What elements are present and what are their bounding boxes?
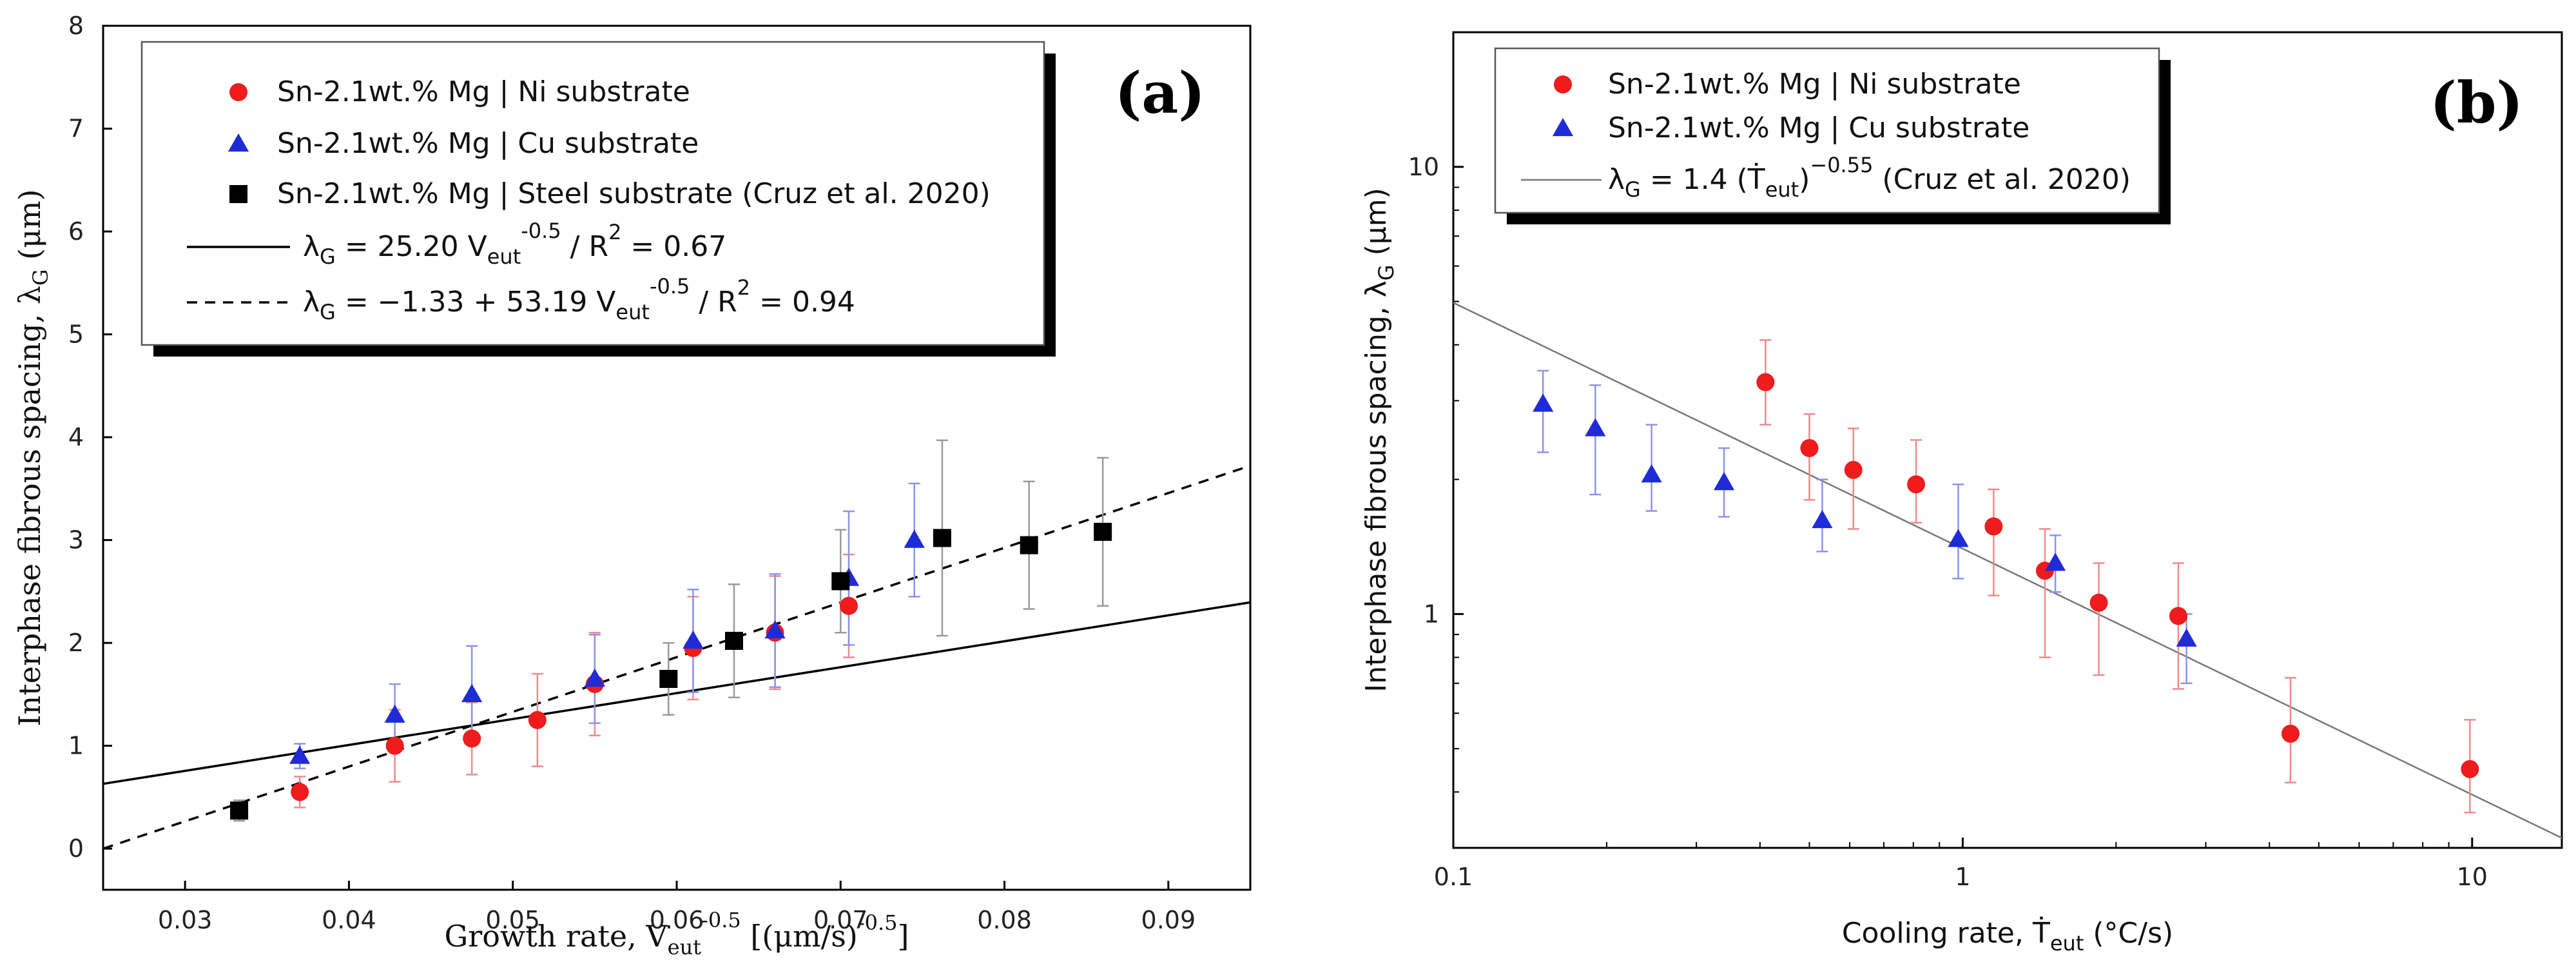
data-point-triangle <box>2045 553 2066 571</box>
panel-label: (b) <box>2430 69 2523 136</box>
legend-box <box>1494 47 2160 214</box>
legend-entry-label: λG = −1.33 + 53.19 Veut-0.5 / R2 = 0.94 <box>303 274 855 324</box>
legend-marker <box>228 133 249 152</box>
y-axis-title: Interphase fibrous spacing, λG (μm) <box>12 189 53 726</box>
legend-box <box>140 41 1045 346</box>
data-point-circle <box>1984 517 2003 536</box>
legend-entry-label: Sn-2.1wt.% Mg | Steel substrate (Cruz et… <box>277 177 991 210</box>
data-point-square <box>230 801 249 820</box>
x-tick-label: 0.08 <box>977 906 1032 934</box>
data-point-circle <box>1756 373 1775 391</box>
legend-marker <box>229 83 247 101</box>
data-point-square <box>1020 536 1038 554</box>
x-tick-label: 0.1 <box>1434 863 1473 891</box>
y-tick-label: 1 <box>68 732 84 760</box>
panel-label: (a) <box>1115 59 1205 126</box>
legend-marker <box>229 185 247 203</box>
x-tick-label: 0.05 <box>485 906 540 934</box>
x-tick-label: 0.06 <box>650 906 704 934</box>
data-point-square <box>725 631 743 650</box>
data-point-circle <box>385 736 404 755</box>
data-point-square <box>659 669 678 688</box>
error-bar <box>1988 488 2000 596</box>
x-tick-label: 0.09 <box>1141 906 1196 934</box>
y-tick-label: 5 <box>68 320 84 349</box>
data-point-circle <box>840 596 858 615</box>
data-point-circle <box>2089 593 2108 612</box>
error-bar <box>1589 384 1602 496</box>
legend-entry-label: Sn-2.1wt.% Mg | Cu substrate <box>1608 112 2029 144</box>
fit-line-solid <box>102 601 1251 785</box>
data-point-triangle <box>1585 418 1606 436</box>
data-point-circle <box>2281 724 2300 743</box>
data-point-triangle <box>2176 628 2197 647</box>
error-bar <box>2039 528 2051 658</box>
fit-line-dashed <box>102 464 1251 850</box>
y-tick-label: 6 <box>68 217 84 246</box>
y-tick-label: 7 <box>68 115 84 143</box>
data-point-triangle <box>384 704 405 723</box>
panel-a-chart: 0 1 2 3 4 5 6 7 8 0.03 0.04 0.05 0.06 0.07 0.08 0.09 Sn-… <box>12 12 1252 959</box>
data-point-triangle <box>683 630 704 649</box>
x-axis-title: Growth rate, Veut-0.5 [(μm/s)-0.5] <box>445 908 909 959</box>
legend-entry-label: Sn-2.1wt.% Mg | Ni substrate <box>1608 68 2021 101</box>
legend-marker <box>1552 117 1574 137</box>
data-point-square <box>1094 522 1112 541</box>
y-tick-label: 2 <box>68 629 84 657</box>
data-point-triangle <box>289 745 311 764</box>
data-point-circle <box>2461 760 2479 778</box>
data-point-triangle <box>1948 529 1969 547</box>
data-point-circle <box>2169 607 2187 625</box>
x-tick-label: 0.03 <box>158 906 213 934</box>
data-point-triangle <box>584 668 605 687</box>
data-point-triangle <box>461 683 483 702</box>
panel-b-chart: 0.1 1 10 1 10 Sn-2.1wt.% Mg | Ni substrate Sn-… <box>1360 31 2563 956</box>
y-tick-label: 1 <box>1424 600 1439 628</box>
error-bar <box>2093 562 2105 676</box>
data-point-circle <box>463 729 481 748</box>
x-tick-label: 10 <box>2457 863 2488 891</box>
legend-entry-label: Sn-2.1wt.% Mg | Ni substrate <box>277 75 690 108</box>
data-point-circle <box>291 783 309 801</box>
data-point-triangle <box>1533 393 1554 412</box>
y-tick-label: 8 <box>68 12 84 40</box>
x-tick-label: 1 <box>1955 863 1970 891</box>
data-point-square <box>933 529 951 547</box>
data-point-triangle <box>1713 472 1735 491</box>
data-point-circle <box>528 711 547 729</box>
legend-entry-label: λG = 1.4 (Ṫeut)−0.55 (Cruz et al. 2020) <box>1608 153 2131 202</box>
y-tick-label: 3 <box>68 526 84 554</box>
legend-entry-label: Sn-2.1wt.% Mg | Cu substrate <box>277 127 699 160</box>
error-bar <box>2172 562 2184 690</box>
data-point-circle <box>1800 438 1819 457</box>
data-point-triangle <box>1812 509 1833 529</box>
y-axis-title: Interphase fibrous spacing, λG (μm) <box>1360 188 1399 692</box>
legend-marker <box>1554 75 1572 93</box>
y-tick-label: 0 <box>68 834 84 863</box>
data-point-square <box>831 572 850 591</box>
legend-entry-label: λG = 25.20 Veut-0.5 / R2 = 0.67 <box>303 219 726 269</box>
error-bar <box>2180 613 2193 685</box>
data-point-triangle <box>764 620 786 639</box>
data-point-circle <box>1844 460 1863 479</box>
plot-frame <box>1452 31 2563 849</box>
data-point-triangle <box>904 529 925 548</box>
fit-line-power <box>1453 302 2562 839</box>
data-point-triangle <box>1641 464 1662 483</box>
y-tick-label: 10 <box>1408 153 1439 181</box>
x-tick-label: 0.07 <box>813 906 868 934</box>
y-tick-label: 4 <box>68 423 84 451</box>
x-tick-label: 0.04 <box>322 906 376 934</box>
x-axis-title: Cooling rate, Ṫeut (°C/s) <box>1842 916 2173 956</box>
data-point-circle <box>1907 475 1926 494</box>
